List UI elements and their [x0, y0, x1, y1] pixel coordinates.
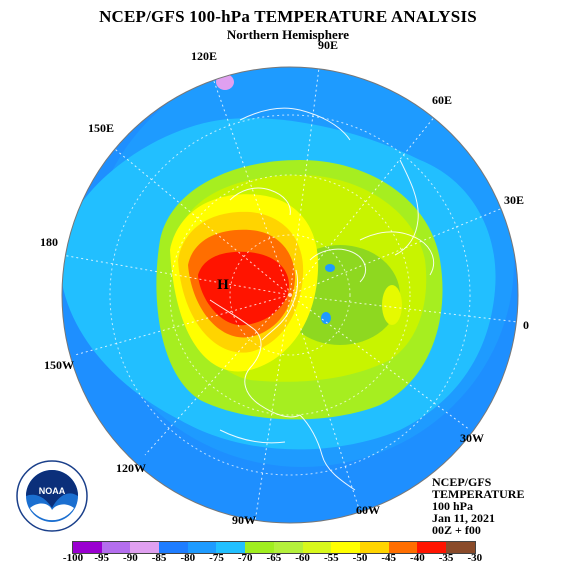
coastlines — [209, 107, 435, 491]
info-date: Jan 11, 2021 — [432, 511, 496, 525]
info-block: NCEP/GFS TEMPERATURE 100 hPa Jan 11, 202… — [432, 476, 524, 536]
colorbar-tick-label: -30 — [467, 552, 483, 564]
lon-label-150e: 150E — [88, 121, 115, 135]
lon-label-180: 180 — [40, 235, 58, 249]
colorbar-labels: -100 -95 -90 -85 -80 -75 -70 -65 -60 -55 -50 -45 -40… — [0, 552, 576, 566]
colorbar-cell — [417, 542, 446, 553]
parallels — [109, 114, 471, 476]
lon-label-90e: 90E — [318, 38, 339, 52]
hemisphere-outline — [61, 66, 519, 524]
cold-spot-arctic — [325, 264, 335, 272]
noaa-logo-text: NOAA — [39, 486, 66, 496]
lon-label-90w: 90W — [232, 513, 256, 527]
info-time: 00Z + f00 — [432, 523, 481, 537]
colorbar-tick-label: -70 — [237, 552, 253, 564]
colorbar-tick-label: -35 — [438, 552, 454, 564]
warm-spot-europe — [382, 285, 402, 325]
colorbar-tick-label: -65 — [266, 552, 282, 564]
colorbar — [72, 541, 476, 554]
meridians — [62, 67, 518, 523]
colorbar-cell — [359, 542, 389, 553]
colorbar-tick-label: -85 — [151, 552, 167, 564]
colorbar-tick-label: -45 — [381, 552, 397, 564]
colorbar-tick-label: -50 — [352, 552, 368, 564]
colorbar-cell — [445, 542, 475, 553]
colorbar-tick-label: -95 — [94, 552, 110, 564]
colorbar-tick-label: -90 — [123, 552, 138, 564]
lon-label-150w: 150W — [44, 358, 74, 372]
colorbar-cell — [216, 542, 246, 553]
colorbar-tick-label: -100 — [62, 552, 84, 564]
lon-label-30w: 30W — [460, 431, 484, 445]
high-pressure-marker: H — [217, 277, 229, 293]
cold-spot-greenland — [321, 312, 331, 324]
colorbar-cell — [302, 542, 332, 553]
colorbar-tick-label: -75 — [209, 552, 224, 564]
colorbar-tick-label: -80 — [180, 552, 196, 564]
colorbar-cell — [187, 542, 217, 553]
colorbar-cell — [73, 542, 102, 553]
temperature-field — [62, 67, 518, 523]
colorbar-cell — [331, 542, 360, 553]
colorbar-cell — [388, 542, 418, 553]
info-field: TEMPERATURE — [432, 487, 525, 501]
colorbar-cell — [273, 542, 303, 553]
chart-subtitle: Northern Hemisphere — [226, 27, 350, 42]
colorbar-cell — [101, 542, 131, 553]
colorbar-cell — [245, 542, 274, 553]
colorbar-cell — [159, 542, 188, 553]
chart-title: NCEP/GFS 100-hPa TEMPERATURE ANALYSIS — [99, 7, 477, 26]
noaa-logo: NOAA — [16, 460, 88, 532]
colorbar-cell — [130, 542, 160, 553]
lon-label-60e: 60E — [432, 93, 453, 107]
colorbar-tick-label: -60 — [295, 552, 310, 564]
lon-label-30e: 30E — [504, 193, 525, 207]
lon-label-0: 0 — [523, 318, 529, 332]
colorbar-tick-label: -40 — [410, 552, 425, 564]
colorbar-tick-label: -55 — [323, 552, 339, 564]
lon-label-60w: 60W — [356, 503, 380, 517]
lon-label-120w: 120W — [116, 461, 146, 475]
info-model: NCEP/GFS — [432, 475, 492, 489]
lon-label-120e: 120E — [191, 49, 218, 63]
info-level: 100 hPa — [432, 499, 474, 513]
